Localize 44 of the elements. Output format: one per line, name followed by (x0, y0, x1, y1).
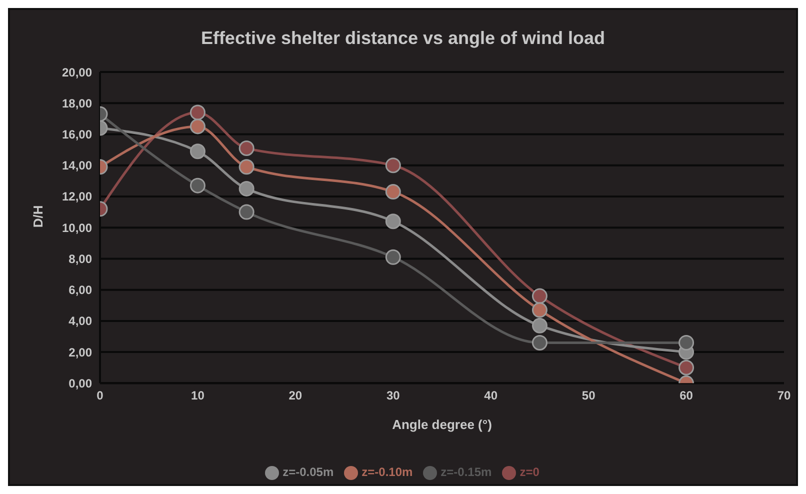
x-tick-label: 40 (484, 388, 498, 403)
point (678, 360, 694, 376)
point (238, 180, 254, 196)
y-tick-label: 10,00 (62, 220, 92, 235)
x-axis-title: Angle degree (°) (392, 417, 492, 432)
legend-label: z=-0.10m (362, 465, 413, 480)
x-tick-label: 60 (680, 388, 694, 403)
point (385, 184, 401, 200)
point (190, 104, 206, 120)
point (238, 159, 254, 175)
point (190, 144, 206, 160)
y-tick-label: 2,00 (68, 345, 92, 360)
point (190, 178, 206, 194)
y-tick-label: 0,00 (68, 376, 92, 390)
point (238, 140, 254, 156)
point (385, 249, 401, 265)
x-tick-label: 0 (96, 388, 104, 403)
y-tick-label: 16,00 (62, 127, 92, 142)
x-tick-label: 70 (777, 388, 791, 403)
x-tick-label: 20 (288, 388, 302, 403)
x-tick-label: 50 (582, 388, 596, 403)
legend-label: z=-0.05m (282, 465, 334, 480)
chart-title: Effective shelter distance vs angle of wind load (200, 27, 606, 50)
point (532, 334, 548, 350)
y-tick-label: 4,00 (68, 314, 92, 328)
point (385, 214, 401, 230)
point (678, 334, 694, 350)
point (532, 288, 548, 304)
point (532, 302, 548, 318)
y-tick-label: 14,00 (62, 158, 92, 173)
point (532, 318, 548, 334)
point (385, 158, 401, 174)
y-tick-label: 12,00 (62, 190, 92, 204)
y-tick-label: 20,00 (62, 65, 92, 80)
y-tick-label: 8,00 (68, 252, 92, 266)
legend-label: z=-0.15m (440, 465, 492, 480)
y-tick-label: 18,00 (62, 96, 92, 110)
y-axis-title: D/H (30, 205, 46, 228)
x-tick-label: 30 (386, 388, 400, 403)
point (190, 118, 206, 134)
x-tick-label: 10 (191, 388, 205, 403)
y-tick-label: 6,00 (68, 283, 92, 298)
legend-label: z=0 (520, 465, 540, 480)
point (238, 204, 254, 220)
